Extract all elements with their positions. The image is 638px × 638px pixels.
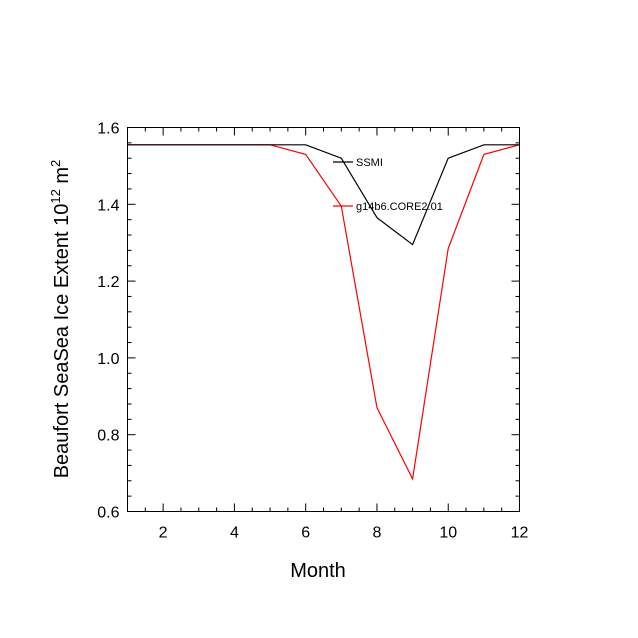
axis-ticks	[127, 127, 520, 512]
y-axis-title-exponent: 12	[48, 189, 63, 203]
y-tick-label: 1.6	[97, 121, 119, 138]
y-tick-label: 1.2	[97, 274, 119, 291]
series-line-ssmi	[127, 144, 520, 246]
x-tick-label: 10	[439, 525, 457, 542]
legend-label: SSMI	[356, 157, 383, 169]
x-tick-label: 6	[301, 525, 310, 542]
y-axis-title-unit-exponent: 2	[48, 160, 63, 167]
y-tick-label: 0.8	[97, 428, 119, 445]
x-tick-label: 4	[230, 525, 239, 542]
legend-label: g14b6.CORE2.01	[356, 201, 443, 213]
y-tick-label: 0.6	[97, 505, 119, 522]
x-tick-label: 12	[511, 525, 529, 542]
y-tick-label: 1.0	[97, 351, 119, 368]
y-tick-label: 1.4	[97, 197, 119, 214]
legend: SSMI g14b6.CORE2.01	[333, 157, 443, 213]
y-axis-title-main: Beaufort SeaSea Ice Extent 10	[51, 204, 73, 479]
x-tick-label: 2	[159, 525, 168, 542]
y-axis-title: Beaufort SeaSea Ice Extent 1012 m2	[48, 160, 73, 479]
x-tick-label: 8	[373, 525, 382, 542]
series-lines	[127, 144, 520, 481]
x-axis-title: Month	[290, 560, 346, 582]
series-line-g14b6-core2-01	[127, 144, 520, 481]
plot-frame	[127, 127, 520, 512]
tick-labels: 2 4 6 8 10 12 0.6 0.8 1.0 1.2 1.4 1.6	[97, 121, 528, 542]
y-axis-title-unit: m	[51, 167, 73, 189]
